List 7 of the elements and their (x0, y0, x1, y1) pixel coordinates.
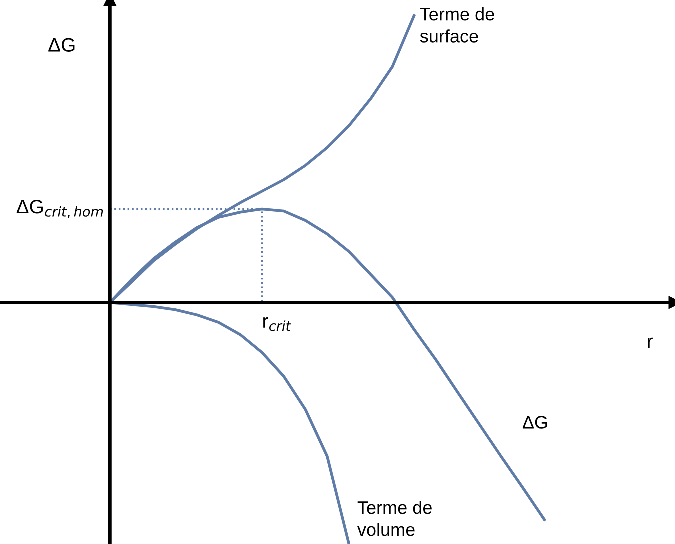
ref-line-label: ΔG$_{crit,hom}$ (16, 200, 104, 218)
series-label: Terme de surface (420, 8, 494, 43)
y-axis-title: ΔG (48, 38, 75, 52)
x-axis-title: r (648, 338, 653, 348)
series-label: ΔG (522, 416, 548, 429)
series-label: Terme de volume (358, 500, 432, 536)
annotation: r$_{crit}$ (264, 317, 292, 332)
